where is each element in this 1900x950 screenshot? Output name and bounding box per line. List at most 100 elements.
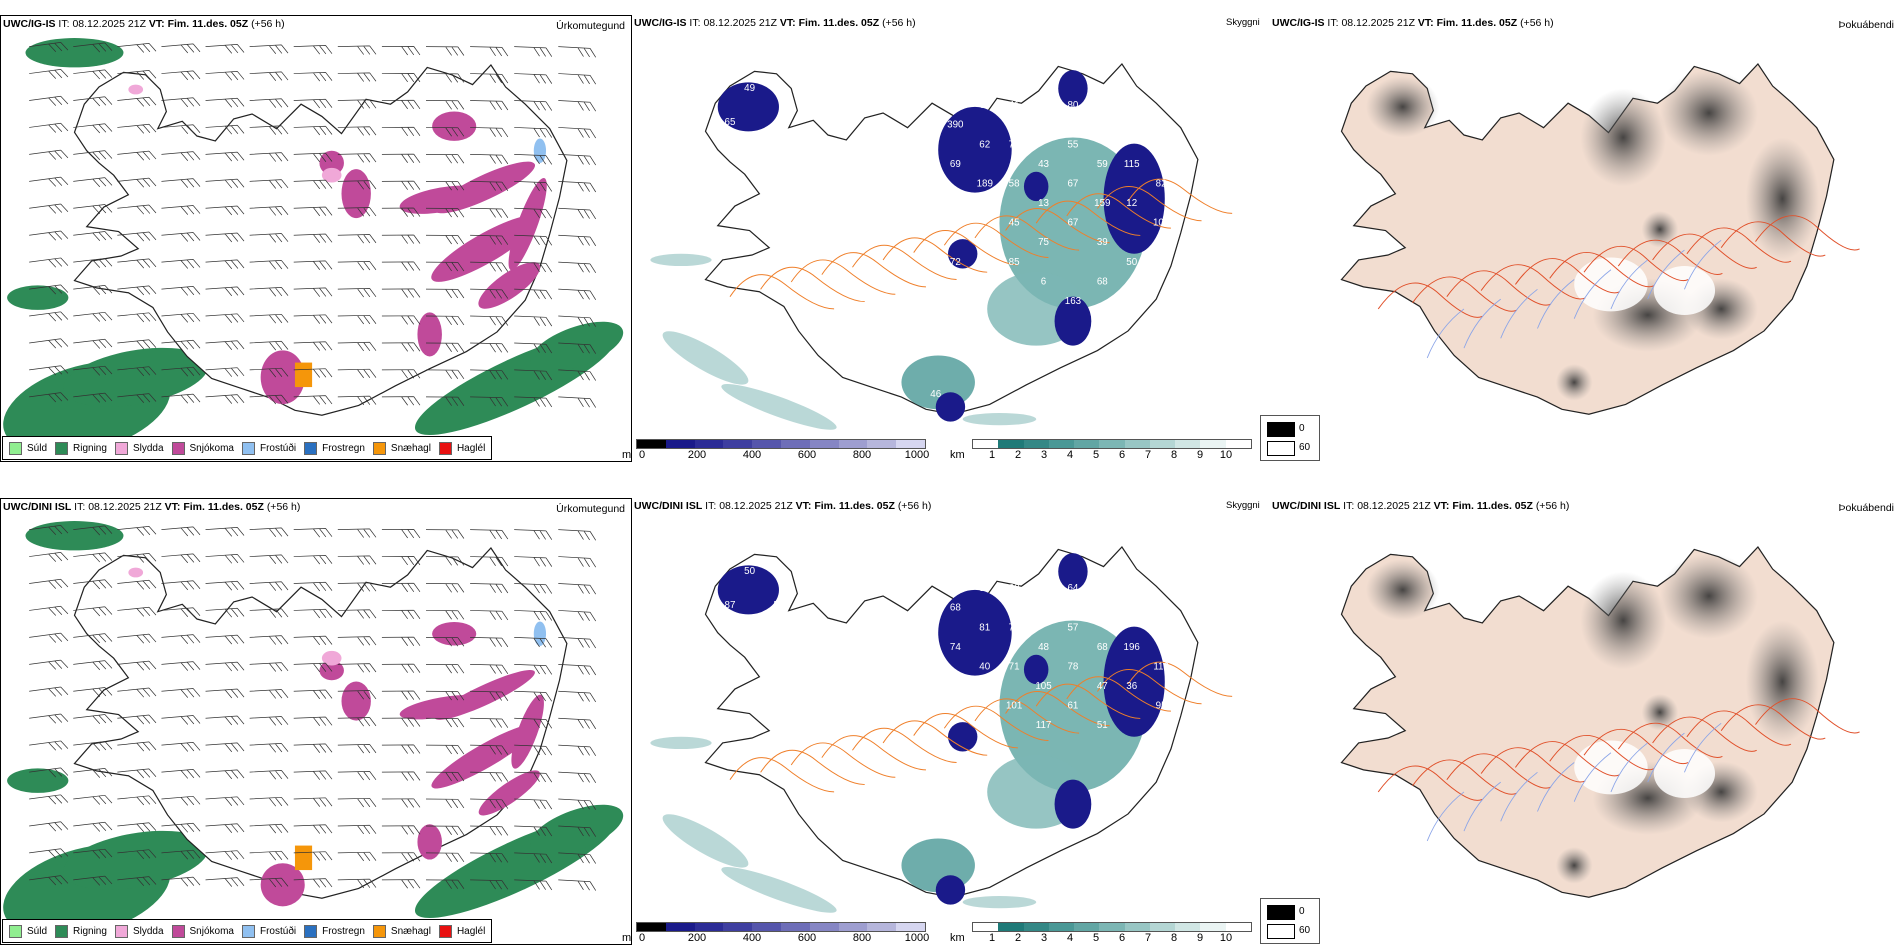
header-model: UWC/IG-IS (634, 17, 687, 29)
wind-barb (426, 154, 465, 164)
wind-barb (117, 795, 157, 806)
wind-barb-shaft (337, 72, 377, 82)
colorbar-step (1175, 440, 1201, 448)
wind-barb (117, 150, 157, 161)
cloud-base-label: 82 (1156, 178, 1167, 189)
legend-item: Súld (9, 924, 47, 938)
colorbar-step (1023, 440, 1049, 448)
wind-barb-shaft (426, 771, 465, 782)
wind-barb (161, 768, 201, 779)
wind-barb-shaft (161, 607, 201, 618)
wind-barb-shaft (293, 689, 333, 700)
cloud-base-label: 45 (1009, 218, 1020, 229)
fog-shading (1555, 847, 1593, 884)
road (1583, 245, 1689, 282)
low-cloud-base-area (1103, 143, 1165, 254)
colorbar-step (1200, 440, 1226, 448)
wind-barb-shaft (161, 151, 201, 161)
header-vt-value: Fim. 11.des. 05Z (1452, 500, 1533, 512)
wind-barb (514, 342, 553, 354)
wind-barb-shaft (117, 714, 157, 725)
colorbar-step (723, 440, 753, 448)
wind-barb-shaft (205, 661, 245, 672)
wind-barb (249, 823, 289, 834)
wind-barb (514, 610, 553, 621)
colorbar-step (809, 923, 839, 931)
wind-barb (293, 662, 333, 673)
wind-barb (73, 875, 113, 886)
wind-barb-shaft (337, 636, 377, 646)
wind-barb-shaft (73, 848, 113, 859)
wind-barb (426, 879, 465, 889)
wind-barb (73, 204, 113, 215)
wind-barb (117, 204, 157, 215)
wind-barb (470, 342, 509, 353)
wind-barb-shaft (161, 634, 201, 644)
wind-barb-shaft (117, 741, 157, 752)
wind-barb (381, 879, 421, 889)
wind-barb-shaft (514, 717, 553, 729)
wind-barb (73, 687, 113, 698)
wind-barb-shaft (470, 771, 509, 782)
wind-barb-shaft (161, 661, 201, 671)
wind-barb-shaft (29, 525, 69, 535)
wind-barb-shaft (337, 261, 377, 271)
wind-barb (205, 44, 245, 54)
fog-shading (1641, 210, 1679, 248)
legend-item: Haglél (438, 924, 485, 938)
wind-barb-shaft (29, 740, 69, 751)
wind-barb-shaft (337, 153, 377, 163)
cloud-base-label: 67 (1067, 178, 1078, 189)
wind-barb (293, 743, 333, 753)
wind-barb-shaft (205, 742, 245, 753)
wind-barb (293, 689, 333, 700)
cloud-base-label: 58 (1009, 178, 1020, 189)
wind-barb-shaft (117, 849, 157, 860)
panel-title-fog: Þokuábendi (1838, 502, 1894, 514)
legend-label: Frostregn (322, 442, 365, 454)
wind-barb (337, 314, 377, 325)
sleet-area (321, 650, 342, 666)
colorbar-tick: 6 (1118, 449, 1126, 461)
wind-barb (337, 341, 377, 352)
wind-barb (558, 207, 597, 220)
wind-barb-shaft (161, 232, 201, 242)
rain-area (25, 521, 124, 551)
cloud-base-label: 36 (1126, 681, 1137, 692)
wind-barb-shaft (293, 233, 333, 244)
cloud-base-label: 55 (1067, 139, 1078, 150)
wind-barb-shaft (381, 582, 421, 593)
wind-barb (249, 286, 289, 297)
wind-barb-shaft (470, 369, 509, 380)
wind-barb-shaft (29, 122, 69, 133)
wind-barb (293, 314, 333, 324)
wind-barb (293, 797, 333, 807)
visibility-panel: 49 65 40 58 63 41 80 390 96 52 50 62 72 55 79 69 43 59 115… (622, 15, 1264, 462)
header-model: UWC/DINI ISL (1272, 500, 1341, 512)
wind-barb (205, 580, 245, 591)
wind-barb (558, 583, 597, 595)
header-vt-value: Fim. 11.des. 05Z (1436, 17, 1518, 29)
wind-barb (117, 606, 157, 617)
wind-barb (161, 339, 201, 350)
panel-title-visibility: Skyggni (1226, 17, 1260, 28)
wind-barb-shaft (558, 288, 597, 300)
wind-barb-shaft (470, 342, 509, 353)
wind-barb (337, 636, 377, 646)
wind-barb (426, 234, 465, 245)
wind-barb-shaft (426, 690, 465, 701)
wind-barb (161, 285, 201, 296)
wind-barb (337, 690, 377, 700)
snow-area (508, 178, 547, 271)
wind-barb-shaft (249, 527, 289, 538)
header-vt-value: Fim. 11.des. 05Z (798, 17, 880, 29)
wind-barb (470, 234, 509, 245)
wind-barb (205, 527, 245, 537)
river (1647, 249, 1685, 300)
wind-barb (337, 153, 377, 163)
wind-barb-shaft (293, 395, 333, 405)
wind-barb (558, 798, 597, 810)
wind-barb-shaft (293, 260, 333, 270)
wind-barb (337, 261, 377, 271)
colorbar-tick: 200 (687, 932, 707, 944)
